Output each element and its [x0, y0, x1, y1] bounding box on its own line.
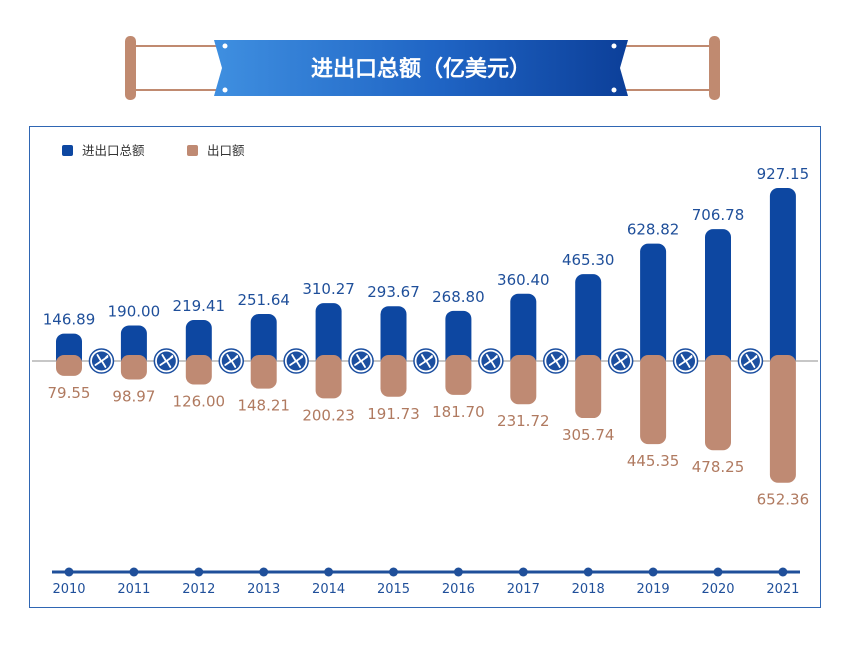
timeline-dot-2012 — [194, 567, 204, 577]
legend-label-0: 进出口总额 — [82, 143, 145, 158]
year-label-2017: 2017 — [507, 582, 540, 597]
label-export-2018: 305.74 — [562, 426, 615, 444]
airplane-icon — [348, 348, 374, 374]
airplane-icon — [672, 348, 699, 374]
label-export-2011: 98.97 — [112, 387, 155, 405]
airplane-icon — [737, 348, 764, 374]
bar-total-2021 — [769, 188, 796, 367]
legend-swatch-0 — [62, 145, 73, 156]
airplane-icon — [607, 348, 634, 374]
airplane-icon — [413, 348, 439, 374]
bar-total-2018 — [575, 274, 602, 367]
year-label-2018: 2018 — [572, 582, 605, 597]
year-label-2019: 2019 — [637, 582, 670, 597]
banner-right-post — [709, 36, 720, 100]
banner-left-post — [125, 36, 136, 100]
label-total-2017: 360.40 — [497, 271, 550, 289]
label-total-2018: 465.30 — [562, 251, 615, 269]
title-banner: 进出口总额（亿美元） — [125, 36, 720, 100]
timeline-dot-2019 — [648, 567, 658, 577]
bar-export-2017 — [510, 355, 537, 405]
label-export-2016: 181.70 — [432, 403, 485, 421]
timeline-dot-2017 — [518, 567, 528, 577]
label-total-2011: 190.00 — [108, 303, 161, 321]
year-label-2015: 2015 — [377, 582, 410, 597]
bar-export-2012 — [185, 355, 212, 385]
timeline-dot-2015 — [389, 567, 398, 577]
year-label-2014: 2014 — [312, 582, 345, 597]
timeline-dot-2016 — [453, 567, 463, 577]
bar-export-2019 — [640, 355, 667, 445]
year-label-2011: 2011 — [117, 582, 150, 597]
label-export-2012: 126.00 — [173, 393, 226, 411]
year-label-2020: 2020 — [701, 582, 734, 597]
bar-export-2016 — [445, 355, 472, 395]
airplane-icon — [543, 348, 569, 374]
year-label-2010: 2010 — [52, 582, 85, 597]
bar-export-2020 — [705, 355, 731, 451]
timeline-dot-2018 — [583, 567, 593, 577]
timeline-dot-2014 — [324, 567, 334, 577]
timeline-dot-2013 — [259, 567, 269, 577]
bar-export-2015 — [380, 355, 407, 397]
label-export-2015: 191.73 — [367, 405, 420, 423]
title-ribbon — [214, 40, 628, 96]
airplane-icon — [153, 348, 180, 374]
label-export-2021: 652.36 — [757, 491, 810, 509]
timeline-axis: 2010 2011 2012 2013 2014 2015 2016 2017 2018 2019… — [52, 567, 800, 597]
airplane-icon — [283, 348, 309, 374]
airplane-icon — [218, 348, 244, 374]
bar-total-2020 — [705, 229, 731, 367]
label-export-2014: 200.23 — [302, 406, 355, 424]
bar-total-2013 — [250, 314, 277, 367]
timeline-dot-2021 — [778, 567, 788, 577]
bar-total-2019 — [640, 243, 667, 367]
label-total-2021: 927.15 — [757, 165, 810, 183]
label-export-2019: 445.35 — [627, 452, 680, 470]
bar-export-2013 — [250, 355, 277, 389]
bar-total-2017 — [510, 293, 537, 367]
label-total-2020: 706.78 — [692, 206, 745, 224]
label-total-2015: 293.67 — [367, 283, 420, 301]
timeline-dot-2011 — [129, 567, 139, 577]
year-label-2012: 2012 — [182, 582, 215, 597]
airplane-icon — [478, 348, 504, 374]
label-total-2012: 219.41 — [173, 297, 226, 315]
chart-frame — [29, 126, 821, 608]
timeline-dot-2020 — [713, 567, 723, 577]
bar-export-2014 — [315, 355, 342, 399]
label-export-2010: 79.55 — [48, 384, 91, 402]
airplane-icon — [88, 348, 115, 374]
label-total-2014: 310.27 — [302, 280, 355, 298]
chart-title: 进出口总额（亿美元） — [311, 56, 531, 82]
year-label-2013: 2013 — [247, 582, 280, 597]
label-export-2013: 148.21 — [237, 397, 290, 415]
year-label-2016: 2016 — [442, 582, 475, 597]
bar-export-2011 — [120, 355, 147, 380]
label-export-2020: 478.25 — [692, 458, 745, 476]
legend: 进出口总额 出口额 — [62, 143, 245, 158]
year-label-2021: 2021 — [766, 582, 799, 597]
bar-export-2010 — [56, 355, 82, 376]
bar-total-2014 — [315, 303, 342, 367]
bar-export-2021 — [769, 355, 796, 483]
bar-total-2016 — [445, 310, 472, 367]
legend-swatch-1 — [187, 145, 198, 156]
timeline-dot-2010 — [64, 567, 74, 577]
bar-export-2018 — [575, 355, 602, 419]
label-total-2010: 146.89 — [43, 311, 96, 329]
label-export-2017: 231.72 — [497, 412, 550, 430]
bars-layer: 146.89 79.55 190.00 98.97 219.41 126.00 251.64… — [32, 165, 818, 509]
legend-label-1: 出口额 — [207, 143, 245, 158]
label-total-2013: 251.64 — [237, 291, 290, 309]
bar-total-2015 — [380, 306, 407, 367]
label-total-2016: 268.80 — [432, 288, 485, 306]
label-total-2019: 628.82 — [627, 221, 680, 239]
